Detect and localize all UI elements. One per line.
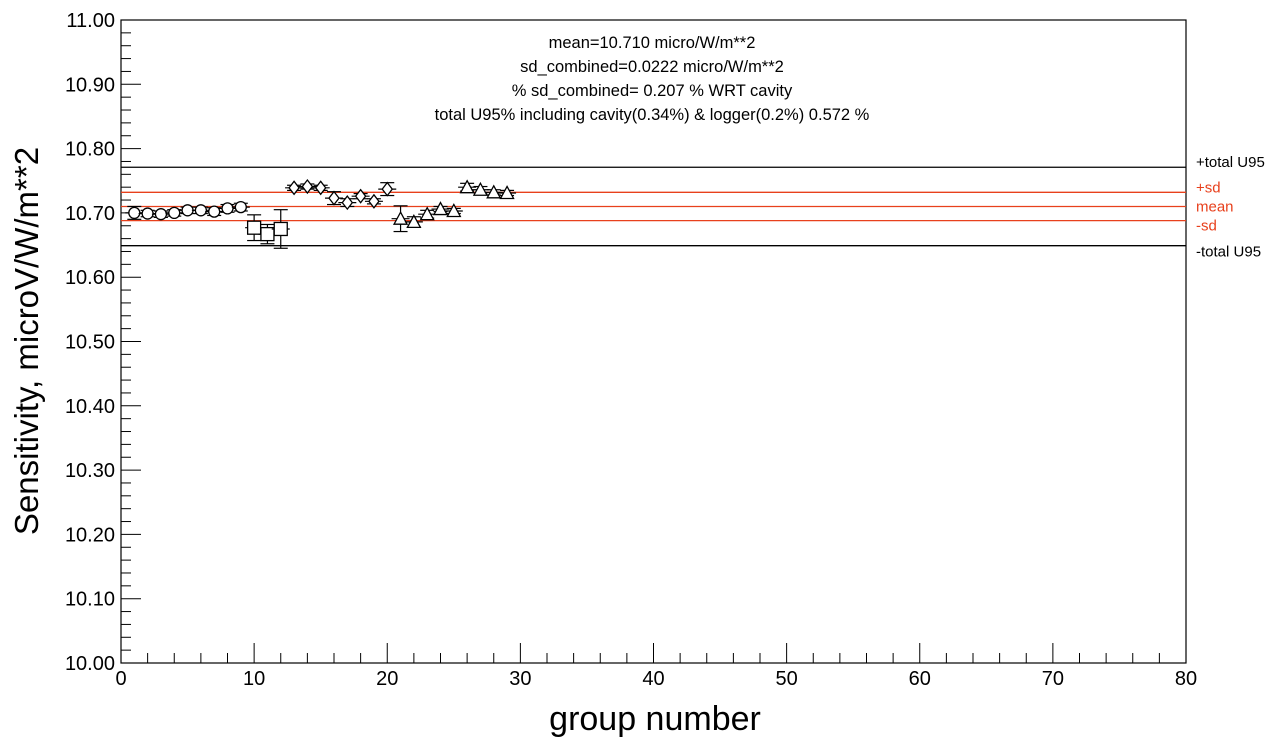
data-point-triangle	[472, 181, 489, 196]
axes: 0 10 20 30 40 50 60 70 80 10.00 10.10 10.20 10.30 10.…	[65, 10, 1197, 690]
data-point-square	[246, 220, 262, 235]
statistic-line: % sd_combined= 0.207 % WRT cavity	[512, 82, 793, 100]
data-point-circle	[181, 204, 194, 217]
y-tick-label: 10.10	[65, 589, 115, 611]
statistic-line: total U95% including cavity(0.34%) & log…	[435, 106, 870, 124]
data-point-diamond	[288, 180, 300, 196]
data-point-triangle	[432, 201, 449, 216]
data-point-diamond	[341, 195, 354, 211]
x-tick-label: 70	[1042, 668, 1064, 690]
y-tick-label: 10.70	[65, 203, 115, 225]
y-tick-label: 10.50	[65, 332, 115, 354]
data-point-triangle	[446, 203, 462, 218]
y-tick-label: 10.90	[65, 74, 115, 96]
x-tick-label: 40	[642, 668, 664, 690]
y-axis-title: Sensitivity, microV/W/m**2	[8, 147, 45, 535]
data-point-diamond	[381, 181, 394, 197]
reference-line-label: -total U95	[1196, 244, 1261, 261]
x-tick-label: 20	[376, 668, 398, 690]
y-tick-label: 10.80	[65, 139, 115, 161]
reference-line-label: -sd	[1196, 218, 1217, 235]
data-point-circle	[221, 202, 234, 215]
statistics-text: mean=10.710 micro/W/m**2 sd_combined=0.02…	[435, 34, 870, 124]
data-point-triangle	[459, 179, 475, 194]
x-tick-label: 30	[509, 668, 531, 690]
data-point-circle	[154, 208, 168, 221]
data-point-circle	[208, 205, 221, 218]
y-tick-label: 10.40	[65, 396, 115, 418]
y-tick-label: 10.00	[65, 653, 115, 675]
data-points	[125, 178, 517, 249]
data-point-triangle	[486, 184, 502, 199]
x-tick-label: 10	[243, 668, 265, 690]
data-point-circle	[234, 200, 247, 214]
data-point-triangle	[499, 185, 515, 200]
y-tick-label: 10.30	[65, 460, 115, 482]
data-point-diamond	[328, 190, 340, 206]
data-point-diamond	[354, 188, 367, 204]
statistic-line: mean=10.710 micro/W/m**2	[549, 34, 756, 52]
x-tick-label: 60	[909, 668, 931, 690]
data-point-diamond	[301, 178, 314, 195]
data-point-circle	[141, 207, 154, 220]
data-point-diamond	[368, 193, 380, 209]
data-point-triangle	[406, 214, 422, 229]
y-tick-label: 11.00	[66, 10, 115, 32]
reference-line-label: mean	[1196, 198, 1234, 215]
data-point-square	[273, 221, 288, 237]
data-point-circle	[168, 206, 181, 220]
y-tick-label: 10.20	[65, 524, 115, 546]
x-tick-label: 0	[115, 668, 126, 690]
y-tick-label: 10.60	[65, 267, 115, 289]
data-point-triangle	[419, 206, 435, 221]
reference-line-label: +sd	[1196, 179, 1221, 196]
statistic-line: sd_combined=0.0222 micro/W/m**2	[520, 58, 784, 76]
reference-lines: +total U95 +sd mean -sd -total U95	[121, 154, 1265, 261]
data-point-circle	[194, 204, 208, 217]
reference-line-label: +total U95	[1196, 154, 1265, 171]
data-point-triangle	[392, 210, 409, 225]
x-tick-label: 50	[776, 668, 798, 690]
x-tick-label: 80	[1175, 668, 1197, 690]
x-axis-title: group number	[549, 700, 761, 738]
data-point-diamond	[314, 180, 327, 196]
data-point-circle	[128, 206, 141, 220]
